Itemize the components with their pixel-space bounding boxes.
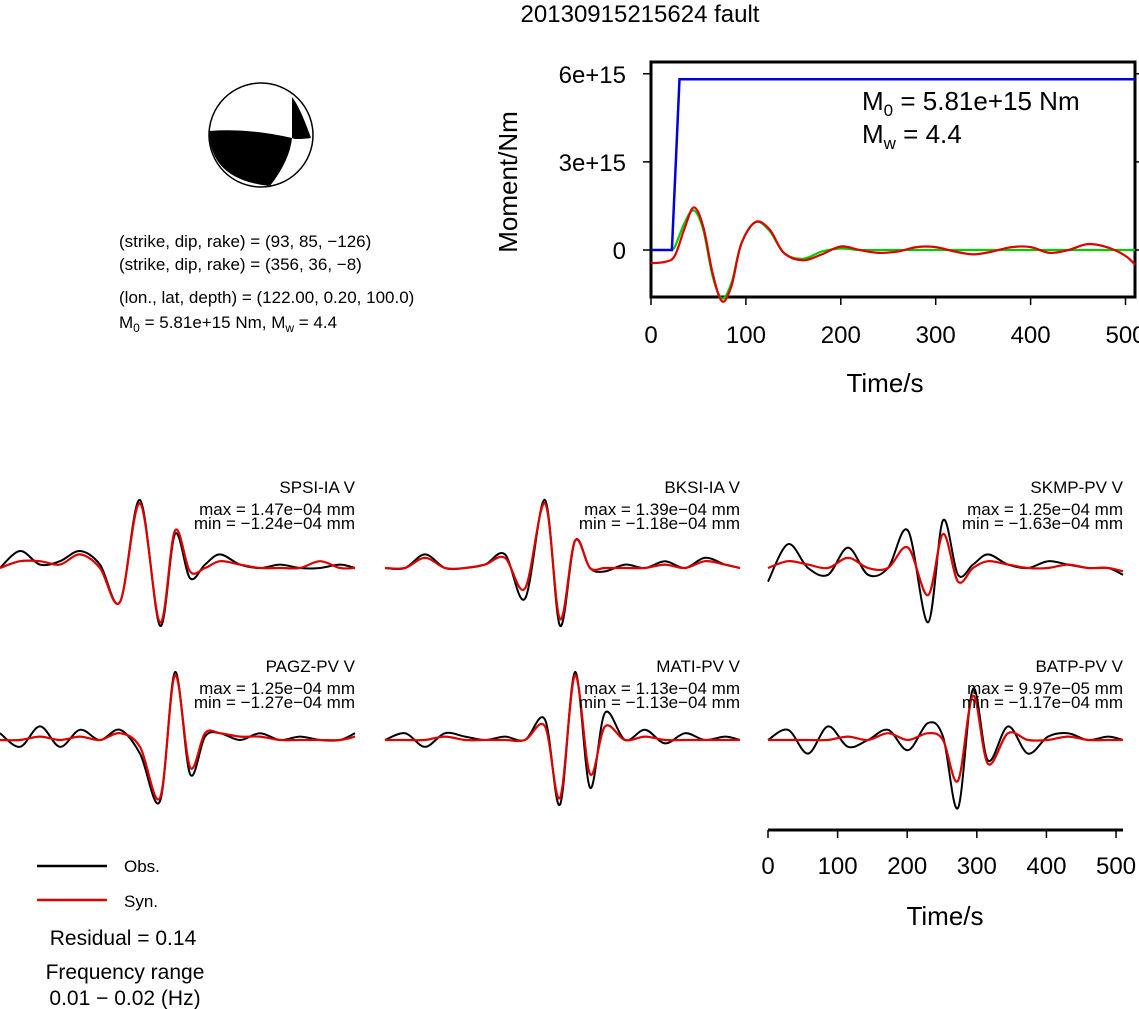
waveform-x-tick-label: 400 — [1026, 853, 1066, 880]
synthetic-trace — [0, 502, 356, 624]
moment-x-tick-label: 200 — [821, 322, 861, 349]
station-name: BKSI-IA V — [664, 478, 740, 497]
synthetic-trace — [0, 674, 356, 801]
station-name: SPSI-IA V — [279, 478, 355, 497]
mechanism-line-1: (strike, dip, rake) = (93, 85, −126) — [119, 232, 371, 251]
mechanism-moment-line: M0 = 5.81e+15 Nm, Mw = 4.4 — [119, 313, 337, 335]
waveform-x-axis-label: Time/s — [906, 901, 983, 931]
moment-time-panel: 0 100 200 300 400 500 0 3e+15 6e+15 Time/s Momen… — [493, 60, 1139, 398]
mechanism-line-2: (strike, dip, rake) = (356, 36, −8) — [119, 255, 362, 274]
station-max: max = 9.97e−05 mm — [967, 679, 1123, 698]
moment-series-green — [669, 209, 1135, 300]
station-max: max = 1.47e−04 mm — [199, 500, 355, 519]
moment-series-red — [650, 206, 1136, 303]
observed-trace — [767, 518, 1124, 624]
legend-obs-label: Obs. — [124, 857, 160, 876]
observed-trace — [767, 687, 1124, 810]
station-max: max = 1.25e−04 mm — [199, 679, 355, 698]
waveform-x-tick-label: 300 — [957, 853, 997, 880]
station-max: max = 1.39e−04 mm — [584, 500, 740, 519]
moment-m0-annotation: M0 = 5.81e+15 Nm — [862, 86, 1080, 120]
waveform-x-tick-label: 0 — [761, 853, 774, 880]
moment-y-axis-label: Moment/Nm — [493, 111, 523, 253]
moment-y-tick-label: 3e+15 — [559, 150, 626, 177]
waveform-x-tick-label: 100 — [818, 853, 858, 880]
moment-x-tick-label: 500 — [1105, 322, 1139, 349]
station-min: min = −1.24e−04 mm — [194, 514, 355, 533]
waveform-x-tick-label: 200 — [887, 853, 927, 880]
synthetic-trace — [384, 502, 741, 621]
station-name: MATI-PV V — [656, 657, 740, 676]
station-max: max = 1.13e−04 mm — [584, 679, 740, 698]
figure-title: 20130915215624 fault — [521, 1, 760, 28]
station-min: min = −1.18e−04 mm — [579, 514, 740, 533]
synthetic-trace — [384, 674, 740, 800]
mechanism-line-3: (lon., lat, depth) = (122.00, 0.20, 100.… — [119, 288, 414, 307]
moment-plot-frame — [649, 60, 1137, 299]
residual-text: Residual = 0.14 — [50, 927, 197, 950]
moment-series-blue — [651, 78, 1135, 252]
moment-x-axis-label: Time/s — [846, 368, 923, 398]
frequency-range-label: Frequency range — [46, 961, 205, 984]
moment-x-tick-label: 400 — [1011, 322, 1051, 349]
moment-x-tick-label: 0 — [644, 322, 657, 349]
station-name: SKMP-PV V — [1030, 478, 1123, 497]
waveform-x-tick-label: 500 — [1096, 853, 1136, 880]
legend-syn-label: Syn. — [124, 892, 158, 911]
station-min: min = −1.27e−04 mm — [194, 693, 355, 712]
synthetic-trace — [767, 694, 1123, 783]
station-min: min = −1.63e−04 mm — [962, 514, 1123, 533]
synthetic-trace — [767, 532, 1124, 597]
moment-x-tick-label: 100 — [726, 322, 766, 349]
moment-y-tick-label: 0 — [613, 238, 626, 265]
station-name: BATP-PV V — [1035, 657, 1123, 676]
waveform-time-axis: 0 100 200 300 400 500 — [761, 828, 1136, 880]
legend: Obs. Syn. — [37, 857, 160, 911]
moment-x-tick-label: 300 — [916, 322, 956, 349]
station-name: PAGZ-PV V — [266, 657, 356, 676]
frequency-range-value: 0.01 − 0.02 (Hz) — [49, 987, 200, 1009]
moment-y-tick-label: 6e+15 — [559, 62, 626, 89]
moment-mw-annotation: Mw = 4.4 — [862, 119, 962, 153]
beachball-icon — [208, 82, 314, 188]
station-min: min = −1.17e−04 mm — [962, 693, 1123, 712]
station-min: min = −1.13e−04 mm — [579, 693, 740, 712]
station-max: max = 1.25e−04 mm — [967, 500, 1123, 519]
